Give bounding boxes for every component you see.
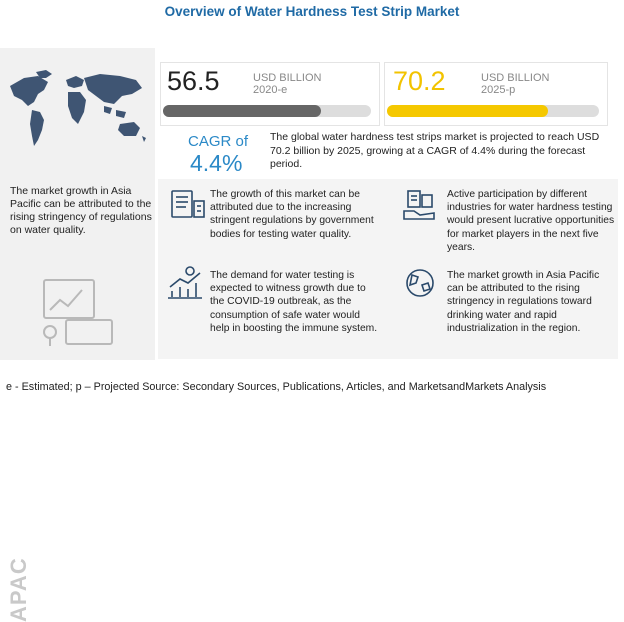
insight-text-2: Active participation by different indust… (447, 189, 615, 253)
current-bar (163, 105, 371, 117)
projected-bar-fill (387, 105, 549, 117)
insight-text-4: The market growth in Asia Pacific can be… (447, 270, 600, 334)
insights-panel: The growth of this market can be attribu… (158, 179, 618, 359)
analytics-board-icon (43, 279, 113, 346)
current-bar-fill (163, 105, 322, 117)
world-map-icon (10, 70, 146, 146)
globe-region-icon (406, 269, 434, 297)
apac-label: APAC (6, 557, 31, 622)
insight-text-3: The demand for water testing is expected… (210, 270, 378, 334)
page-title: Overview of Water Hardness Test Strip Ma… (164, 4, 460, 19)
left-panel: The market growth in Asia Pacific can be… (0, 48, 155, 622)
projected-bar (387, 105, 599, 117)
cagr-description: The global water hardness test strips ma… (270, 131, 600, 170)
cagr-label: CAGR of (188, 133, 249, 150)
regulation-document-icon (171, 190, 205, 218)
projected-value: 70.2 (393, 66, 446, 96)
cagr-value: 4.4% (190, 150, 243, 176)
current-year: 2020-e (253, 84, 288, 96)
industry-participation-icon (403, 190, 435, 220)
insight-text-1: The growth of this market can be attribu… (210, 189, 374, 240)
projected-year: 2025-p (481, 84, 516, 96)
apac-summary-text: The market growth in Asia Pacific can be… (10, 185, 152, 236)
growth-chart-icon (168, 266, 202, 299)
current-unit: USD BILLION (253, 72, 322, 84)
projected-unit: USD BILLION (481, 72, 550, 84)
current-value: 56.5 (167, 66, 220, 96)
current-market-card: 56.5 USD BILLION 2020-e (160, 62, 380, 126)
footer-source: e - Estimated; p – Projected Source: Sec… (6, 381, 547, 393)
projected-market-card: 70.2 USD BILLION 2025-p (384, 62, 608, 126)
